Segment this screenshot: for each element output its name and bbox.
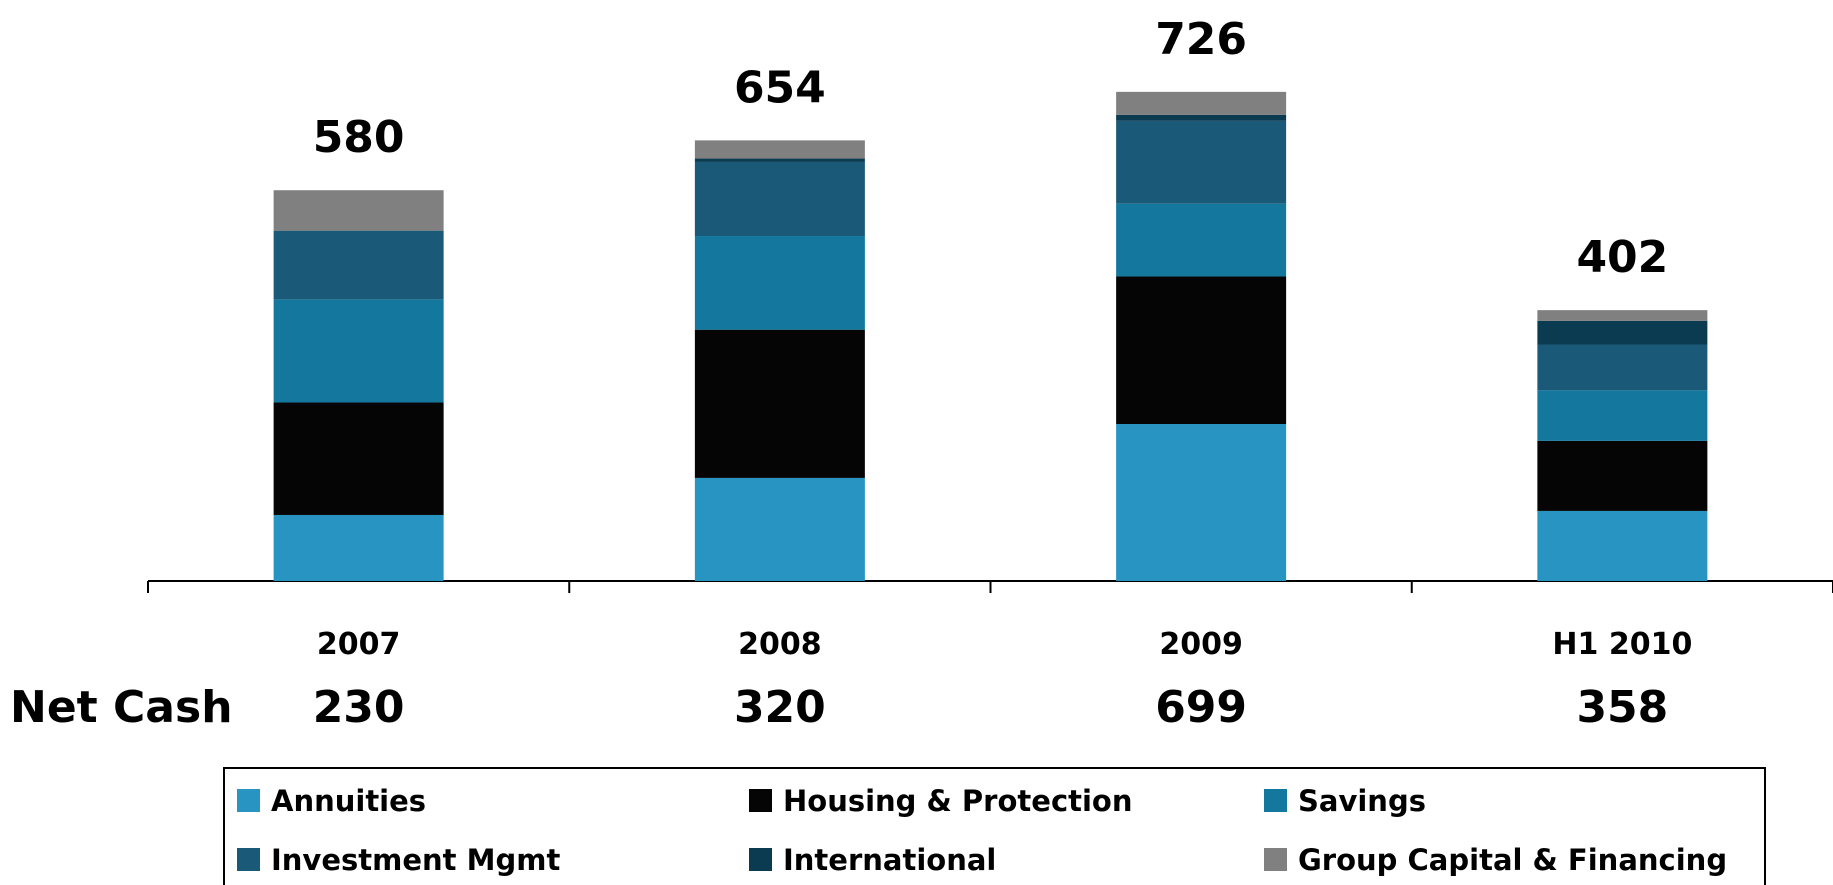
bar-segment xyxy=(1116,120,1287,204)
legend-swatch xyxy=(237,848,260,871)
bar-segment xyxy=(273,514,444,581)
bar-segment xyxy=(694,236,865,330)
legend-swatch xyxy=(1264,848,1287,871)
bar-segment xyxy=(1116,114,1287,121)
net-cash-label: Net Cash xyxy=(10,682,233,733)
bar-segment xyxy=(1537,320,1708,345)
legend-swatch xyxy=(749,848,772,871)
total-label: 654 xyxy=(734,62,826,113)
bar-segment xyxy=(273,230,444,300)
legend-swatch xyxy=(1264,789,1287,812)
bar-segment xyxy=(1116,424,1287,581)
total-label: 402 xyxy=(1576,232,1668,283)
bar-segment xyxy=(694,158,865,162)
x-tick-label: H1 2010 xyxy=(1552,627,1692,662)
legend-label: International xyxy=(783,843,996,877)
bar-segment xyxy=(1537,510,1708,581)
bar-segment xyxy=(1116,276,1287,425)
bar-segment xyxy=(1537,310,1708,321)
legend-label: Housing & Protection xyxy=(783,784,1133,818)
x-tick-label: 2007 xyxy=(317,627,401,662)
bar-segment xyxy=(694,329,865,478)
bar-segment xyxy=(1537,344,1708,391)
bar-segment xyxy=(694,161,865,237)
legend-label: Group Capital & Financing xyxy=(1298,843,1727,877)
bar-segment xyxy=(1537,390,1708,441)
x-tick-label: 2008 xyxy=(738,627,822,662)
legend-swatch xyxy=(749,789,772,812)
bar-segment xyxy=(273,299,444,403)
legend-label: Investment Mgmt xyxy=(271,843,560,877)
net-cash-value: 358 xyxy=(1576,682,1668,733)
x-tick-label: 2009 xyxy=(1159,627,1243,662)
bar-segment xyxy=(694,477,865,581)
net-cash-value: 230 xyxy=(313,682,405,733)
bar-segment xyxy=(273,402,444,515)
bar-segment xyxy=(273,190,444,231)
bar-segment xyxy=(1116,91,1287,115)
bar-segment xyxy=(694,140,865,159)
net-cash-value: 320 xyxy=(734,682,826,733)
total-label: 726 xyxy=(1155,14,1247,65)
bar-segment xyxy=(1537,440,1708,511)
net-cash-value: 699 xyxy=(1155,682,1247,733)
legend-label: Savings xyxy=(1298,784,1426,818)
total-label: 580 xyxy=(313,112,405,163)
legend-label: Annuities xyxy=(271,784,426,818)
legend-swatch xyxy=(237,789,260,812)
bar-segment xyxy=(1116,203,1287,277)
legend-box xyxy=(223,767,1766,885)
